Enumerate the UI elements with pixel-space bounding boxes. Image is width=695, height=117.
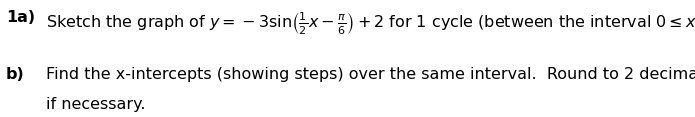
Text: b): b) [6, 67, 25, 82]
Text: 1a): 1a) [6, 10, 35, 25]
Text: Sketch the graph of $y=-3\sin\!\left(\frac{1}{2}x-\frac{\pi}{6}\right)+2$ for 1 : Sketch the graph of $y=-3\sin\!\left(\fr… [46, 10, 695, 36]
Text: Find the x-intercepts (showing steps) over the same interval.  Round to 2 decima: Find the x-intercepts (showing steps) ov… [46, 67, 695, 82]
Text: if necessary.: if necessary. [46, 97, 145, 112]
